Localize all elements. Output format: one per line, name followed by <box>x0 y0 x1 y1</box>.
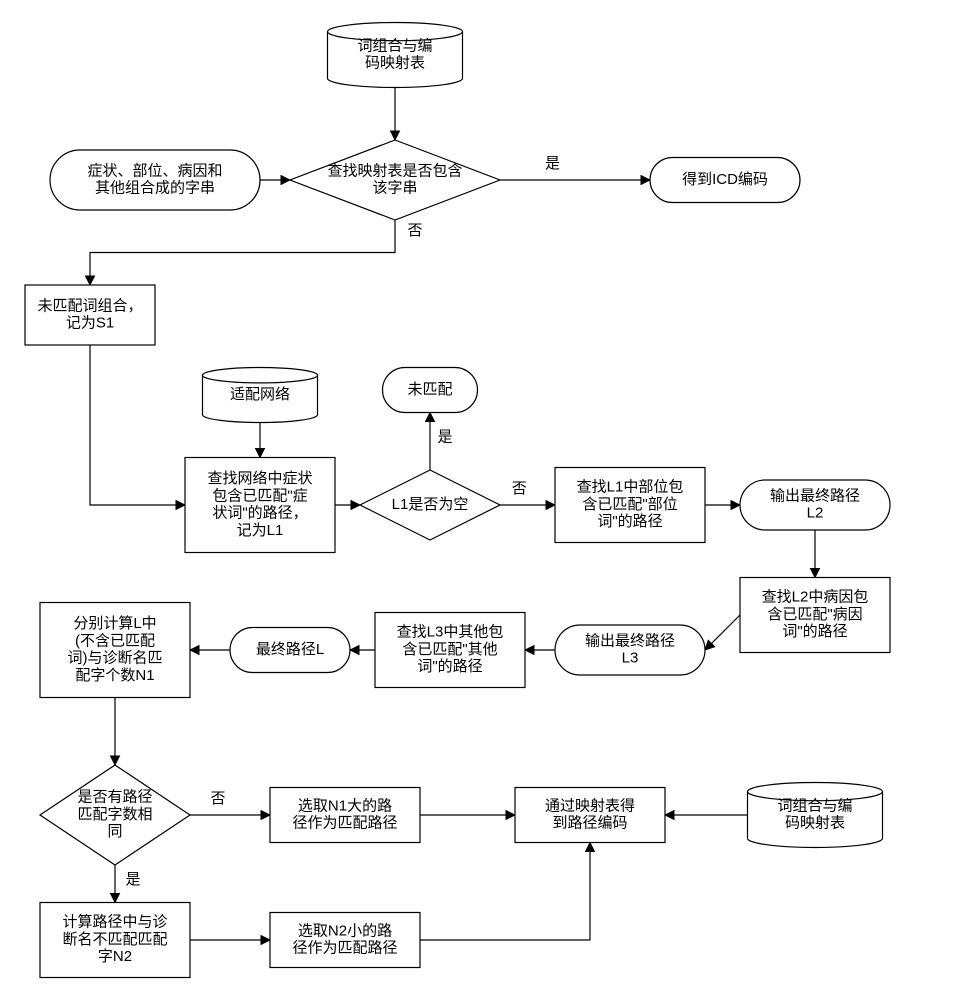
node-d3: 是否有路径匹配字数相同 <box>40 765 190 865</box>
node-text: 径作为匹配路径 <box>292 815 397 832</box>
node-text: 输出最终路径 <box>770 487 860 504</box>
node-text: 到路径编码 <box>552 815 627 832</box>
node-text: 同 <box>107 823 122 840</box>
node-text: 选取N2小的路 <box>298 922 392 939</box>
node-text: L3 <box>622 650 639 667</box>
node-p2: 查找网络中症状包含已匹配"症状词"的路径，记为L1 <box>185 458 335 553</box>
node-text: 症状、部位、病因和 <box>87 162 222 179</box>
node-out1: 得到ICD编码 <box>650 158 800 203</box>
node-text: 包含已匹配"症 <box>212 487 307 504</box>
node-text: 记为S1 <box>66 315 114 332</box>
flowchart-canvas: 是否是否否是词组合与编码映射表症状、部位、病因和其他组合成的字串查找映射表是否包… <box>0 0 955 1000</box>
node-text: 词组合与编 <box>357 37 432 54</box>
node-p8: 通过映射表得到路径编码 <box>515 788 665 843</box>
node-db2: 适配网络 <box>203 368 318 423</box>
edge-label: 否 <box>512 480 527 497</box>
edge-p10-p8 <box>420 843 590 941</box>
node-p10: 选取N2小的路径作为匹配路径 <box>270 913 420 968</box>
node-text: 词)与诊断名匹 <box>68 650 163 667</box>
edge-label: 是 <box>125 871 140 888</box>
node-text: 词"的路径 <box>597 513 662 530</box>
node-db1: 词组合与编码映射表 <box>328 23 463 88</box>
node-text: 含已匹配"其他 <box>402 641 497 658</box>
node-p9: 计算路径中与诊断名不匹配匹配字N2 <box>40 903 190 978</box>
node-text: 径作为匹配路径 <box>292 940 397 957</box>
node-p4: 查找L2中病因包含已匹配"病因词"的路径 <box>740 578 890 653</box>
node-text: 输出最终路径 <box>585 632 675 649</box>
node-text: 配字个数N1 <box>75 667 154 684</box>
node-text: 该字串 <box>372 180 417 197</box>
node-text: 未匹配 <box>407 381 452 398</box>
node-text: 其他组合成的字串 <box>95 180 215 197</box>
node-text: 查找L3中其他包 <box>397 624 504 641</box>
node-text: 词"的路径 <box>782 623 847 640</box>
node-text: 查找L1中部位包 <box>577 479 684 496</box>
node-text: 未匹配词组合， <box>37 297 142 314</box>
node-text: 选取N1大的路 <box>298 797 392 814</box>
node-text: 是否有路径 <box>77 789 152 806</box>
node-text: 通过映射表得 <box>545 797 635 814</box>
node-t4: 最终路径L <box>230 628 350 673</box>
node-t3: 输出最终路径L3 <box>555 625 705 675</box>
node-db3: 词组合与编码映射表 <box>748 783 883 848</box>
node-d2: L1是否为空 <box>360 470 500 540</box>
node-text: L2 <box>807 505 824 522</box>
node-text: 查找L2中病因包 <box>762 589 869 606</box>
node-d1: 查找映射表是否包含该字串 <box>290 140 500 220</box>
edge-label: 是 <box>437 428 452 445</box>
node-text: 计算路径中与诊 <box>62 913 167 931</box>
node-text: 词"的路径 <box>417 658 482 675</box>
node-text: 状词"的路径， <box>212 505 307 522</box>
edge-p1-p2 <box>90 345 185 505</box>
node-t2: 输出最终路径L2 <box>740 480 890 530</box>
node-text: 适配网络 <box>230 386 290 403</box>
node-text: 词组合与编 <box>777 797 852 814</box>
node-text: 含已匹配"部位 <box>582 496 677 513</box>
node-text: 查找映射表是否包含 <box>327 162 462 179</box>
node-text: 得到ICD编码 <box>682 171 768 188</box>
node-text: 最终路径L <box>256 641 324 658</box>
node-text: 匹配字数相 <box>77 806 152 823</box>
node-text: 码映射表 <box>365 55 425 72</box>
node-in1: 症状、部位、病因和其他组合成的字串 <box>50 150 260 210</box>
node-text: 码映射表 <box>785 815 845 832</box>
node-text: L1是否为空 <box>392 496 469 513</box>
node-text: 查找网络中症状 <box>207 470 312 487</box>
edge-p4-t3 <box>705 615 740 650</box>
edge-label: 是 <box>545 155 560 172</box>
node-t1: 未匹配 <box>383 368 478 413</box>
node-text: 记为L1 <box>237 522 284 539</box>
node-p5: 查找L3中其他包含已匹配"其他词"的路径 <box>375 613 525 688</box>
node-text: 断名不匹配匹配 <box>62 931 167 948</box>
edge-label: 否 <box>210 790 225 807</box>
node-p3: 查找L1中部位包含已匹配"部位词"的路径 <box>555 468 705 543</box>
node-text: 分别计算L中 <box>73 614 156 632</box>
node-p1: 未匹配词组合，记为S1 <box>25 285 155 345</box>
node-p7: 选取N1大的路径作为匹配路径 <box>270 788 420 843</box>
edge-label: 否 <box>407 222 422 239</box>
edge-d1-p1 <box>90 220 395 285</box>
node-text: 含已匹配"病因 <box>767 606 862 623</box>
node-p6: 分别计算L中(不含已匹配词)与诊断名匹配字个数N1 <box>40 603 190 698</box>
node-text: 字N2 <box>98 948 132 965</box>
node-text: (不含已匹配 <box>75 632 155 649</box>
nodes-group: 词组合与编码映射表症状、部位、病因和其他组合成的字串查找映射表是否包含该字串得到… <box>25 23 890 978</box>
